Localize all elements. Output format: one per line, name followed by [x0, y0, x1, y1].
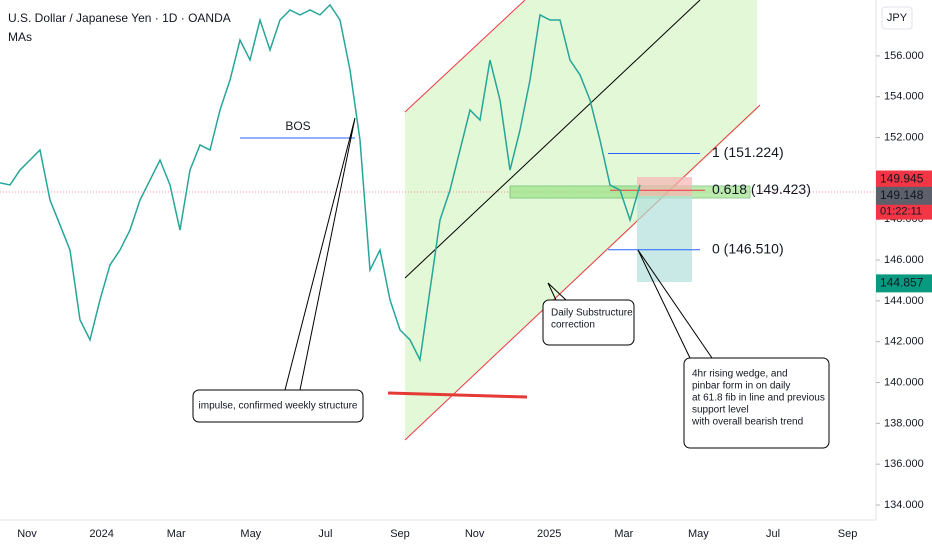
y-tick-label: 152.000: [884, 131, 924, 143]
fib-label: 0.618 (149.423): [712, 181, 811, 197]
y-tick-label: 156.000: [884, 50, 924, 62]
callout-box: [683, 357, 830, 449]
x-tick-label: Sep: [838, 528, 858, 540]
callout-box: [542, 299, 635, 346]
currency-box[interactable]: [881, 6, 913, 30]
x-tick-label: May: [240, 528, 261, 540]
y-tick-label: 144.000: [884, 295, 924, 307]
price-line: [0, 3, 641, 363]
y-tick-label: 138.000: [884, 417, 924, 429]
low-line: [387, 391, 528, 399]
countdown-box: [876, 203, 932, 220]
price-tag-label: 144.857: [880, 276, 924, 290]
x-tick-label: Mar: [167, 528, 186, 540]
target-box: [637, 196, 692, 282]
channel-fill: [405, 0, 757, 440]
indicator-label: MAs: [8, 30, 32, 44]
x-tick-label: 2025: [537, 528, 561, 540]
currency[interactable]: JPY: [887, 12, 908, 24]
y-tick-label: 142.000: [884, 336, 924, 348]
price-tag: [876, 186, 932, 205]
x-tick-label: Jul: [766, 528, 780, 540]
x-tick-label: Jul: [318, 528, 332, 540]
channel-upper: [404, 0, 526, 113]
chart-title: U.S. Dollar / Japanese Yen · 1D · OANDA: [8, 11, 231, 25]
y-tick-label: 140.000: [884, 376, 924, 388]
y-tick-label: 154.000: [884, 91, 924, 103]
price-tag: [876, 274, 932, 293]
channel-lower: [404, 104, 761, 441]
trendline: [404, 0, 701, 279]
annotation-text: at 61.8 fib in line and previous: [692, 393, 825, 404]
annotation-text: impulse, confirmed weekly structure: [199, 401, 358, 412]
y-tick-label: 146.000: [884, 254, 924, 266]
fib-label: 1 (151.224): [712, 144, 784, 160]
stop-box: [637, 177, 692, 196]
annotation-text: with overall bearish trend: [691, 417, 803, 428]
annotation-text: correction: [551, 320, 595, 331]
x-tick-label: Nov: [465, 528, 485, 540]
callout-box: [192, 389, 364, 423]
fib-label: 0 (146.510): [712, 240, 784, 256]
annotation-text: 4hr rising wedge, and: [692, 369, 788, 380]
x-tick-label: Sep: [390, 528, 410, 540]
annotation-text: pinbar form in on daily: [692, 381, 790, 392]
x-tick-label: May: [688, 528, 709, 540]
y-tick-label: 136.000: [884, 458, 924, 470]
price-tag-label: 149.148: [880, 188, 924, 202]
x-tick-label: Mar: [614, 528, 633, 540]
annotation-text: Daily Substructure: [551, 308, 633, 319]
y-tick-label: 134.000: [884, 499, 924, 511]
x-tick-label: 2024: [89, 528, 113, 540]
plot: [0, 3, 641, 363]
bos-label: BOS: [285, 119, 310, 133]
annotation-text: support level: [692, 405, 749, 416]
countdown: 01:22:11: [880, 206, 922, 218]
x-tick-label: Nov: [17, 528, 37, 540]
price-tag-label: 149.945: [880, 172, 924, 186]
price-tag: [876, 170, 932, 189]
